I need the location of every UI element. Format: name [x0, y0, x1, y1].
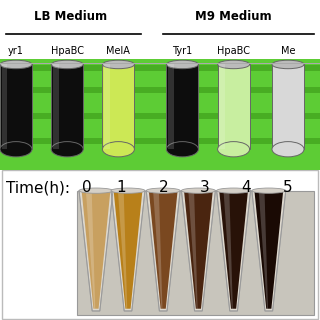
Polygon shape	[181, 191, 215, 311]
Polygon shape	[184, 191, 213, 309]
Bar	[166, 64, 198, 149]
Polygon shape	[217, 191, 251, 311]
Ellipse shape	[166, 142, 198, 157]
Text: 0: 0	[82, 180, 91, 195]
Polygon shape	[146, 191, 180, 311]
Text: HpaBC: HpaBC	[217, 46, 250, 56]
Bar	[53, 64, 59, 149]
Ellipse shape	[146, 188, 180, 193]
Polygon shape	[254, 191, 283, 309]
Text: M9 Medium: M9 Medium	[195, 11, 272, 23]
Ellipse shape	[51, 142, 83, 157]
Text: Me: Me	[281, 46, 295, 56]
Polygon shape	[82, 191, 110, 309]
Bar	[168, 64, 174, 149]
Bar	[2, 64, 7, 149]
Text: 2: 2	[158, 180, 168, 195]
Bar	[0, 113, 320, 119]
Text: 3: 3	[200, 180, 210, 195]
Text: HpaBC: HpaBC	[51, 46, 84, 56]
Bar	[0, 0, 320, 64]
Ellipse shape	[272, 60, 304, 69]
Bar	[0, 138, 320, 144]
Bar	[77, 191, 314, 316]
Bar	[0, 60, 320, 170]
Ellipse shape	[102, 60, 134, 69]
Bar	[0, 63, 320, 64]
Text: MelA: MelA	[107, 46, 130, 56]
Ellipse shape	[218, 142, 250, 157]
Text: 1: 1	[117, 180, 126, 195]
Ellipse shape	[51, 60, 83, 69]
Text: 4: 4	[242, 180, 251, 195]
Ellipse shape	[111, 188, 145, 193]
Bar	[51, 64, 83, 149]
Polygon shape	[223, 191, 233, 309]
Polygon shape	[79, 191, 113, 311]
Polygon shape	[111, 191, 145, 311]
Bar	[0, 64, 32, 149]
Text: 5: 5	[283, 180, 293, 195]
Ellipse shape	[102, 142, 134, 157]
Polygon shape	[118, 191, 127, 309]
Polygon shape	[259, 191, 268, 309]
Ellipse shape	[166, 60, 198, 69]
Bar	[104, 64, 110, 149]
Polygon shape	[86, 191, 95, 309]
Ellipse shape	[0, 60, 32, 69]
Text: LB Medium: LB Medium	[34, 11, 107, 23]
Ellipse shape	[218, 60, 250, 69]
Polygon shape	[153, 191, 163, 309]
Bar	[219, 64, 225, 149]
Bar	[0, 65, 320, 71]
Text: Tyr1: Tyr1	[172, 46, 193, 56]
Ellipse shape	[0, 142, 32, 157]
Polygon shape	[188, 191, 198, 309]
Polygon shape	[149, 191, 178, 309]
Text: Time(h):: Time(h):	[6, 180, 70, 195]
Bar	[102, 64, 134, 149]
Bar	[218, 64, 250, 149]
Ellipse shape	[181, 188, 215, 193]
Ellipse shape	[252, 188, 286, 193]
Bar	[0, 87, 320, 93]
Text: yr1: yr1	[8, 46, 24, 56]
Bar	[272, 64, 304, 149]
Polygon shape	[219, 191, 248, 309]
Ellipse shape	[217, 188, 251, 193]
Polygon shape	[114, 191, 142, 309]
Ellipse shape	[79, 188, 113, 193]
Ellipse shape	[272, 142, 304, 157]
Polygon shape	[252, 191, 286, 311]
